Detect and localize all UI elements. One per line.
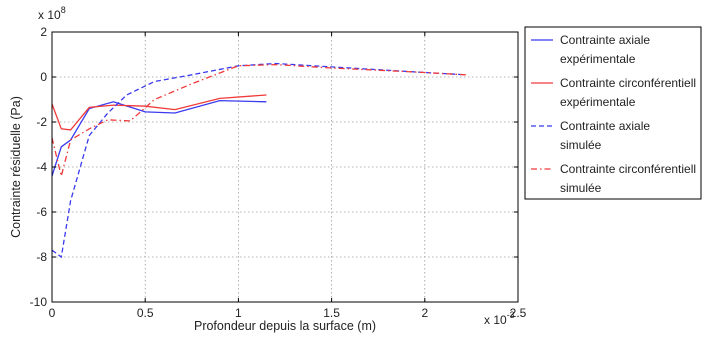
y-tick-label: 2 <box>40 25 47 39</box>
legend-label: Contrainte axiale <box>560 33 650 47</box>
legend-label: expérimentale <box>560 52 636 66</box>
x-tick-label: 0 <box>49 306 56 320</box>
grid-lines <box>52 32 518 302</box>
series-line-0 <box>51 99 267 177</box>
x-tick-label: 0.5 <box>137 306 154 320</box>
axis-ticks: 0 0.5 1 1.5 2 2.5 2 0 -2 -4 -6 -8 -10 <box>30 25 527 320</box>
legend-label: Contrainte circonférentiell <box>560 76 696 90</box>
y-tick-label: -8 <box>36 250 47 264</box>
y-tick-label: -10 <box>30 295 48 309</box>
legend: Contrainte axiale expérimentale Contrainte… <box>524 26 702 200</box>
series-line-2 <box>51 62 466 259</box>
legend-label: Contrainte axiale <box>560 119 650 133</box>
y-tick-label: -2 <box>36 115 47 129</box>
legend-label: simulée <box>560 138 602 152</box>
series-line-1 <box>51 94 267 131</box>
legend-label: Contrainte circonférentiell <box>560 162 696 176</box>
y-tick-label: -6 <box>36 205 47 219</box>
legend-label: simulée <box>560 181 602 195</box>
legend-label: expérimentale <box>560 95 636 109</box>
x-multiplier: x 10-3 <box>484 310 515 327</box>
y-axis-label: Contrainte résiduelle (Pa) <box>9 96 23 238</box>
series-group <box>51 62 466 259</box>
legend-box <box>524 26 702 200</box>
y-multiplier: x 108 <box>38 5 66 22</box>
x-axis-label: Profondeur depuis la surface (m) <box>194 319 376 333</box>
y-tick-label: -4 <box>36 160 47 174</box>
x-tick-label: 1.5 <box>323 306 340 320</box>
y-tick-label: 0 <box>40 70 47 84</box>
x-tick-label: 1 <box>235 306 242 320</box>
x-tick-label: 2.5 <box>510 306 527 320</box>
x-tick-label: 2 <box>421 306 428 320</box>
legend-items: Contrainte axiale expérimentale Contrainte… <box>531 33 696 195</box>
